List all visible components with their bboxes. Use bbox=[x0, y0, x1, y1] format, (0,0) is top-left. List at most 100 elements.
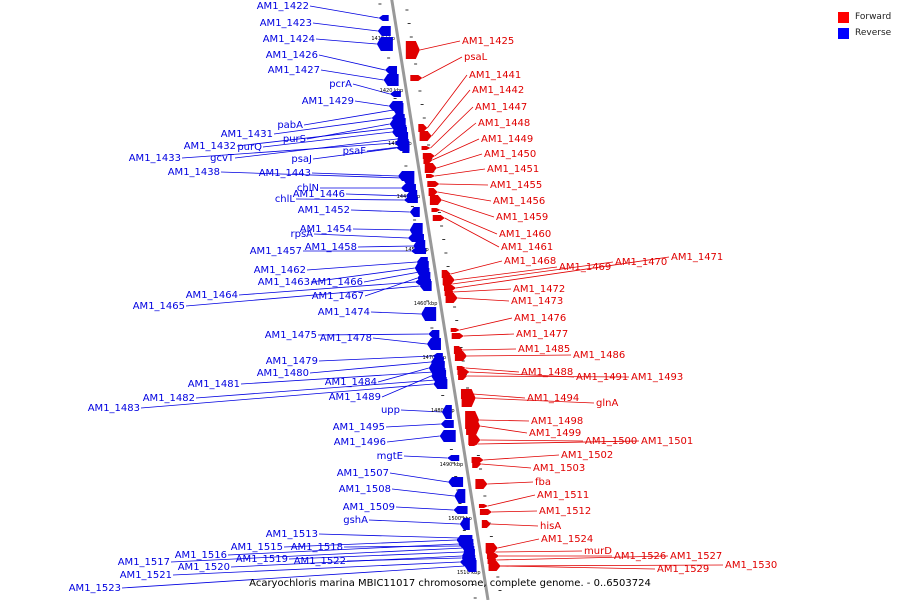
gene-label-forward[interactable]: AM1_1469 bbox=[559, 262, 611, 273]
gene-feature-reverse[interactable] bbox=[447, 455, 460, 461]
gene-feature-forward[interactable] bbox=[468, 442, 478, 446]
gene-label-reverse[interactable]: mgtE bbox=[377, 451, 403, 462]
gene-label-forward[interactable]: AM1_1502 bbox=[561, 450, 613, 461]
gene-label-reverse[interactable]: AM1_1454 bbox=[300, 224, 352, 235]
gene-label-reverse[interactable]: pcrA bbox=[329, 79, 352, 90]
gene-feature-forward[interactable] bbox=[405, 41, 420, 59]
gene-feature-reverse[interactable] bbox=[440, 420, 454, 428]
gene-label-forward[interactable]: AM1_1441 bbox=[469, 70, 521, 81]
gene-label-forward[interactable]: AM1_1498 bbox=[531, 416, 583, 427]
gene-label-reverse[interactable]: AM1_1496 bbox=[334, 437, 386, 448]
gene-label-reverse[interactable]: AM1_1513 bbox=[266, 529, 318, 540]
gene-label-forward[interactable]: AM1_1491 bbox=[576, 372, 628, 383]
gene-label-forward[interactable]: AM1_1459 bbox=[496, 212, 548, 223]
gene-feature-reverse[interactable] bbox=[409, 223, 423, 237]
gene-feature-forward[interactable] bbox=[429, 195, 442, 205]
gene-feature-forward[interactable] bbox=[481, 520, 491, 528]
gene-feature-forward[interactable] bbox=[431, 208, 441, 212]
gene-feature-reverse[interactable] bbox=[419, 281, 432, 291]
gene-feature-reverse[interactable] bbox=[459, 518, 470, 530]
gene-label-reverse[interactable]: AM1_1479 bbox=[266, 356, 318, 367]
gene-feature-forward[interactable] bbox=[458, 372, 468, 380]
gene-label-forward[interactable]: fba bbox=[535, 477, 551, 488]
gene-feature-reverse[interactable] bbox=[439, 430, 456, 442]
gene-label-reverse[interactable]: AM1_1466 bbox=[311, 277, 363, 288]
gene-feature-forward[interactable] bbox=[451, 333, 464, 339]
gene-label-forward[interactable]: AM1_1529 bbox=[657, 564, 709, 575]
gene-feature-reverse[interactable] bbox=[411, 248, 427, 254]
gene-label-forward[interactable]: AM1_1455 bbox=[490, 180, 542, 191]
gene-label-reverse[interactable]: AM1_1429 bbox=[302, 96, 354, 107]
gene-label-forward[interactable]: AM1_1503 bbox=[533, 463, 585, 474]
gene-label-reverse[interactable]: AM1_1423 bbox=[260, 18, 312, 29]
gene-label-forward[interactable]: AM1_1494 bbox=[527, 393, 579, 404]
gene-feature-reverse[interactable] bbox=[393, 103, 404, 117]
gene-feature-reverse[interactable] bbox=[433, 379, 448, 389]
gene-feature-forward[interactable] bbox=[427, 181, 440, 187]
gene-feature-forward[interactable] bbox=[424, 163, 437, 173]
gene-label-forward[interactable]: AM1_1450 bbox=[484, 149, 536, 160]
gene-feature-forward[interactable] bbox=[472, 460, 482, 468]
gene-feature-forward[interactable] bbox=[475, 479, 488, 489]
gene-label-reverse[interactable]: AM1_1484 bbox=[325, 377, 377, 388]
gene-feature-forward[interactable] bbox=[410, 75, 423, 81]
gene-feature-reverse[interactable] bbox=[403, 197, 418, 203]
gene-feature-forward[interactable] bbox=[450, 328, 460, 332]
gene-label-forward[interactable]: murD bbox=[584, 546, 612, 557]
gene-label-forward[interactable]: AM1_1530 bbox=[725, 560, 777, 571]
gene-feature-reverse[interactable] bbox=[376, 37, 393, 51]
gene-label-reverse[interactable]: psaF bbox=[343, 146, 367, 157]
gene-feature-forward[interactable] bbox=[454, 351, 467, 361]
gene-feature-reverse[interactable] bbox=[377, 26, 391, 36]
gene-label-reverse[interactable]: AM1_1443 bbox=[259, 168, 311, 179]
gene-label-reverse[interactable]: psaJ bbox=[291, 154, 312, 165]
gene-label-forward[interactable]: AM1_1447 bbox=[475, 102, 527, 113]
gene-label-reverse[interactable]: AM1_1427 bbox=[268, 65, 320, 76]
gene-label-forward[interactable]: AM1_1512 bbox=[539, 506, 591, 517]
gene-label-reverse[interactable]: AM1_1507 bbox=[337, 468, 389, 479]
gene-label-reverse[interactable]: purS bbox=[283, 134, 306, 145]
gene-label-forward[interactable]: AM1_1501 bbox=[641, 436, 693, 447]
gene-label-reverse[interactable]: AM1_1515 bbox=[231, 542, 283, 553]
gene-label-forward[interactable]: AM1_1461 bbox=[501, 242, 553, 253]
gene-label-reverse[interactable]: upp bbox=[381, 405, 400, 416]
gene-label-reverse[interactable]: AM1_1489 bbox=[329, 392, 381, 403]
gene-label-forward[interactable]: AM1_1449 bbox=[481, 134, 533, 145]
gene-label-reverse[interactable]: AM1_1521 bbox=[120, 570, 172, 581]
gene-label-forward[interactable]: AM1_1477 bbox=[516, 329, 568, 340]
gene-label-reverse[interactable]: AM1_1438 bbox=[168, 167, 220, 178]
gene-feature-forward[interactable] bbox=[418, 124, 428, 132]
gene-label-reverse[interactable]: rpsA bbox=[290, 229, 313, 240]
gene-label-reverse[interactable]: AM1_1495 bbox=[333, 422, 385, 433]
gene-label-forward[interactable]: AM1_1448 bbox=[478, 118, 530, 129]
gene-feature-forward[interactable] bbox=[466, 417, 481, 435]
gene-feature-forward[interactable] bbox=[445, 293, 458, 303]
gene-label-reverse[interactable]: AM1_1478 bbox=[320, 333, 372, 344]
gene-label-reverse[interactable]: AM1_1432 bbox=[184, 141, 236, 152]
gene-label-reverse[interactable]: AM1_1433 bbox=[129, 153, 181, 164]
gene-label-forward[interactable]: hisA bbox=[540, 521, 561, 532]
gene-label-reverse[interactable]: AM1_1465 bbox=[133, 301, 185, 312]
gene-label-forward[interactable]: AM1_1524 bbox=[541, 534, 593, 545]
gene-label-reverse[interactable]: gcvT bbox=[210, 153, 235, 164]
gene-feature-forward[interactable] bbox=[419, 131, 432, 141]
gene-feature-reverse[interactable] bbox=[464, 560, 477, 572]
gene-label-forward[interactable]: AM1_1526 bbox=[614, 551, 666, 562]
gene-label-reverse[interactable]: AM1_1422 bbox=[257, 1, 309, 12]
gene-label-reverse[interactable]: gshA bbox=[343, 515, 368, 526]
gene-feature-reverse[interactable] bbox=[441, 405, 452, 419]
gene-label-reverse[interactable]: AM1_1519 bbox=[236, 554, 288, 565]
gene-label-reverse[interactable]: AM1_1523 bbox=[69, 583, 121, 594]
gene-label-forward[interactable]: AM1_1425 bbox=[462, 36, 514, 47]
gene-label-forward[interactable]: glnA bbox=[596, 398, 618, 409]
gene-label-forward[interactable]: AM1_1499 bbox=[529, 428, 581, 439]
gene-label-reverse[interactable]: AM1_1509 bbox=[343, 502, 395, 513]
gene-label-reverse[interactable]: AM1_1474 bbox=[318, 307, 370, 318]
gene-label-reverse[interactable]: AM1_1516 bbox=[175, 550, 227, 561]
gene-label-reverse[interactable]: AM1_1464 bbox=[186, 290, 238, 301]
gene-label-reverse[interactable]: AM1_1452 bbox=[298, 205, 350, 216]
gene-feature-reverse[interactable] bbox=[453, 506, 468, 514]
gene-label-reverse[interactable]: AM1_1508 bbox=[339, 484, 391, 495]
gene-feature-reverse[interactable] bbox=[389, 91, 401, 97]
gene-label-reverse[interactable]: AM1_1517 bbox=[118, 557, 170, 568]
